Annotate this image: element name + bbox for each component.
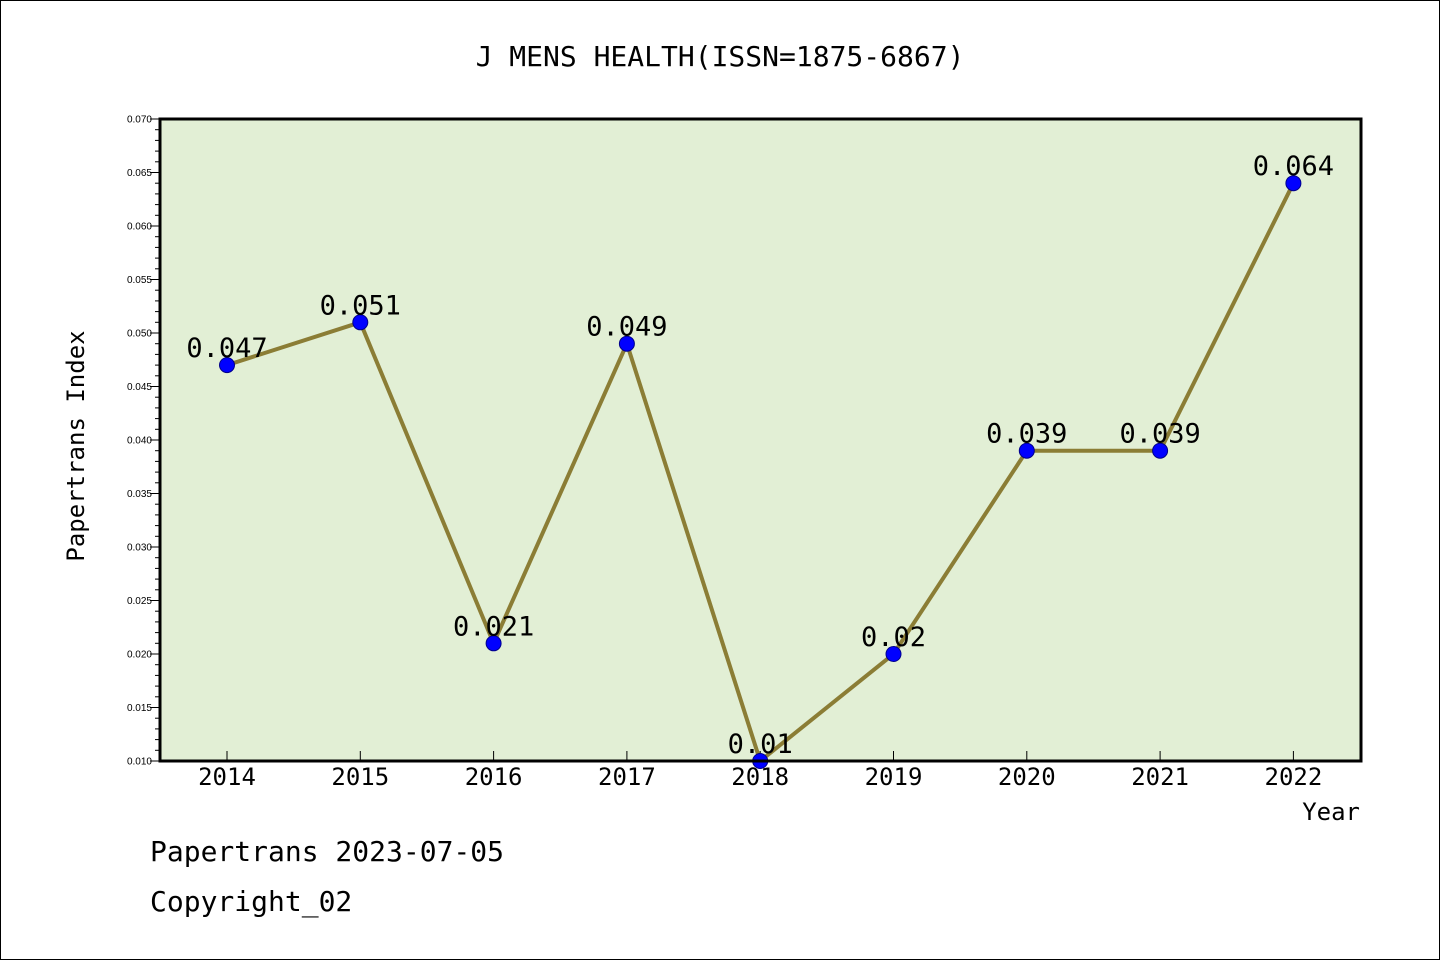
y-tick-label: 0.070: [127, 115, 152, 126]
plot-area: [160, 119, 1361, 761]
y-tick-label: 0.035: [127, 489, 152, 500]
y-tick-label: 0.025: [127, 596, 152, 607]
data-label: 0.039: [1119, 419, 1200, 450]
y-tick-label: 0.060: [127, 222, 152, 233]
data-point: [1018, 442, 1035, 459]
data-label: 0.039: [986, 419, 1067, 450]
data-point: [1285, 175, 1302, 192]
y-tick-label: 0.040: [127, 436, 152, 447]
chart-title: J MENS HEALTH(ISSN=1875-6867): [476, 40, 965, 73]
data-point: [219, 357, 235, 374]
x-tick-label: 2014: [198, 763, 256, 791]
data-label: 0.02: [861, 622, 926, 653]
footer-date-text: Papertrans 2023-07-05: [150, 835, 505, 868]
x-tick-label: 2016: [465, 763, 523, 791]
y-tick-label: 0.045: [127, 382, 152, 393]
data-label: 0.021: [453, 611, 534, 642]
data-label: 0.01: [728, 729, 793, 760]
y-axis-ticks: 0.010 0.015 0.020 0.025 0.030 0.035 0.040 0.045…: [127, 115, 160, 768]
data-point: [485, 635, 502, 652]
data-label: 0.051: [320, 290, 401, 321]
data-point: [618, 335, 635, 352]
y-tick-label: 0.065: [127, 168, 152, 179]
x-tick-label: 2017: [598, 763, 656, 791]
data-label: 0.047: [186, 333, 267, 364]
x-tick-label: 2022: [1265, 763, 1323, 791]
y-axis-label: Papertrans Index: [62, 330, 90, 561]
y-tick-label: 0.010: [127, 757, 152, 768]
plot-border: [158, 117, 1363, 763]
x-tick-label: 2020: [998, 763, 1056, 791]
data-label: 0.049: [586, 312, 667, 343]
footer-copyright-text: Copyright_02: [150, 885, 353, 918]
data-point: [885, 646, 902, 662]
x-tick-label: 2021: [1131, 763, 1189, 791]
data-point: [1152, 442, 1169, 459]
x-tick-label: 2015: [331, 763, 389, 791]
y-tick-label: 0.030: [127, 543, 152, 554]
series-group: 0.047 0.051 0.021 0.049 0.01 0.02 0.039 0.039 0.…: [186, 151, 1334, 769]
y-tick-label: 0.015: [127, 703, 152, 714]
y-tick-label: 0.050: [127, 329, 152, 340]
x-axis-label: Year: [1302, 798, 1360, 826]
y-tick-label: 0.020: [127, 650, 152, 661]
y-tick-label: 0.055: [127, 275, 152, 286]
data-point: [352, 314, 369, 331]
x-tick-label: 2019: [865, 763, 923, 791]
data-label: 0.064: [1253, 151, 1334, 182]
